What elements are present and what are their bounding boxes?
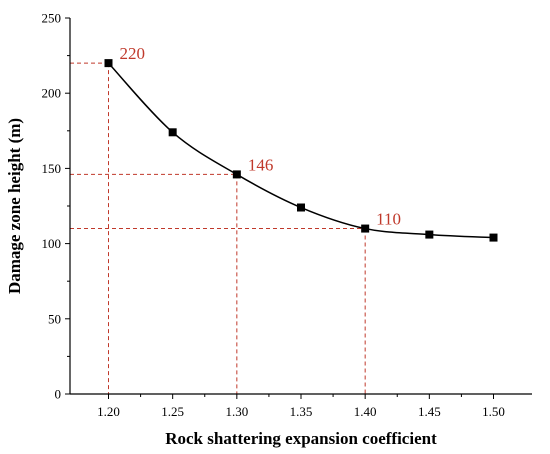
y-tick-label: 200 [42, 86, 62, 101]
data-point [489, 233, 498, 242]
reference-guides [70, 62, 366, 394]
x-tick-label: 1.40 [354, 404, 377, 419]
value-annotation: 110 [376, 210, 401, 229]
x-tick-label: 1.20 [97, 404, 120, 419]
data-markers [104, 59, 498, 242]
y-tick-label: 250 [42, 11, 62, 26]
data-point [297, 203, 305, 212]
y-tick-label: 100 [42, 236, 62, 251]
x-axis-title: Rock shattering expansion coefficient [165, 429, 437, 448]
x-tick-label: 1.35 [290, 404, 313, 419]
data-point [168, 128, 177, 137]
data-point [425, 230, 434, 239]
y-tick-label: 50 [48, 311, 61, 326]
value-annotation: 220 [120, 44, 146, 63]
x-ticks: 1.20 1.25 1.30 1.35 1.40 1.45 1.50 [97, 394, 505, 419]
x-tick-label: 1.50 [482, 404, 505, 419]
x-tick-label: 1.45 [418, 404, 441, 419]
y-ticks: 0 50 100 150 200 250 [42, 11, 70, 402]
data-point [361, 224, 370, 233]
data-point [232, 170, 241, 179]
y-tick-label: 150 [42, 161, 62, 176]
value-annotation: 146 [248, 155, 273, 174]
x-tick-label: 1.30 [225, 404, 248, 419]
value-annotations: 220 146 110 [120, 44, 402, 228]
x-tick-label: 1.25 [161, 404, 184, 419]
y-tick-label: 0 [55, 387, 62, 402]
y-axis-title: Damage zone height (m) [5, 118, 24, 294]
data-point [104, 59, 113, 68]
